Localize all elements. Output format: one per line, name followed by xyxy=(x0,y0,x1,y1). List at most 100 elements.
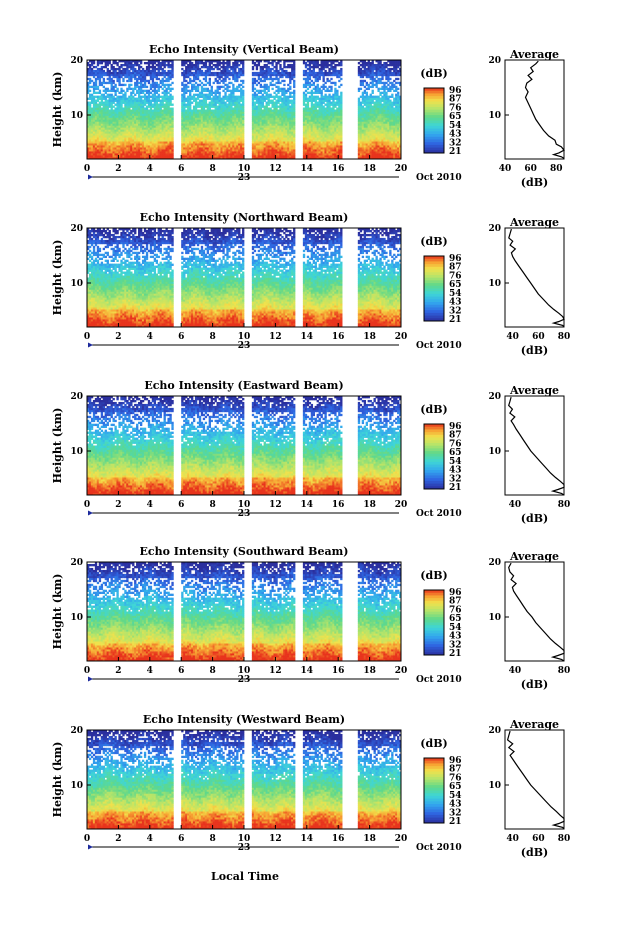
heatmap-cell xyxy=(326,96,328,98)
heatmap-cell xyxy=(207,82,209,84)
heatmap-cell xyxy=(89,90,91,92)
heatmap-cell xyxy=(114,84,116,86)
heatmap-cell xyxy=(154,82,156,84)
heatmap-cell xyxy=(309,92,311,94)
heatmap-cell xyxy=(240,104,242,106)
heatmap-cell xyxy=(201,100,203,102)
heatmap-cell xyxy=(242,90,244,92)
heatmap-cell xyxy=(270,100,272,102)
heatmap-cell xyxy=(162,96,164,98)
heatmap-cell xyxy=(232,62,234,64)
heatmap-cell xyxy=(114,68,116,70)
heatmap-cell xyxy=(136,98,138,100)
heatmap-cell xyxy=(242,80,244,82)
heatmap-cell xyxy=(287,84,289,86)
heatmap-cell xyxy=(232,84,234,86)
heatmap-cell xyxy=(270,108,272,110)
heatmap-cell xyxy=(201,86,203,88)
heatmap-cell xyxy=(279,64,281,66)
heatmap-cell xyxy=(270,94,272,96)
heatmap-cell xyxy=(287,72,289,74)
heatmap-cell xyxy=(122,94,124,96)
heatmap-cell xyxy=(105,72,107,74)
heatmap-cell xyxy=(207,94,209,96)
heatmap-cell xyxy=(319,98,321,100)
heatmap-cell xyxy=(187,86,189,88)
heatmap-cell xyxy=(193,94,195,96)
heatmap-cell xyxy=(144,108,146,110)
heatmap-cell xyxy=(309,96,311,98)
heatmap-cell xyxy=(218,92,220,94)
heatmap-cell xyxy=(330,86,332,88)
heatmap-cell xyxy=(270,62,272,64)
heatmap-cell xyxy=(136,78,138,80)
heatmap-cell xyxy=(279,96,281,98)
heatmap-cell xyxy=(124,84,126,86)
heatmap-cell xyxy=(97,104,99,106)
heatmap-cell xyxy=(154,66,156,68)
x-axis-label: Local Time xyxy=(211,870,279,883)
heatmap-cell xyxy=(254,72,256,74)
heatmap-cell xyxy=(271,88,273,90)
heatmap-cell xyxy=(91,68,93,70)
heatmap-cell xyxy=(97,86,99,88)
heatmap-cell xyxy=(171,108,173,110)
heatmap-cell xyxy=(136,70,138,72)
heatmap-cell xyxy=(283,80,285,82)
heatmap-cell xyxy=(113,80,115,82)
heatmap-cell xyxy=(97,92,99,94)
heatmap-cell xyxy=(201,70,203,72)
heatmap-cell xyxy=(91,86,93,88)
heatmap-cell xyxy=(254,62,256,64)
heatmap-cell xyxy=(114,90,116,92)
heatmap-cell xyxy=(334,102,336,104)
heatmap-cell xyxy=(319,64,321,66)
heatmap-cell xyxy=(122,68,124,70)
heatmap-cell xyxy=(330,78,332,80)
heatmap-cell xyxy=(91,80,93,82)
heatmap-cell xyxy=(105,82,107,84)
heatmap-cell xyxy=(114,98,116,100)
heatmap-cell xyxy=(128,84,130,86)
heatmap-cell xyxy=(222,96,224,98)
heatmap-cell xyxy=(334,64,336,66)
heatmap-cell xyxy=(91,94,93,96)
heatmap-cell xyxy=(97,96,99,98)
heatmap-cell xyxy=(144,62,146,64)
heatmap-cell xyxy=(162,78,164,80)
heatmap-cell xyxy=(293,90,295,92)
heatmap-cell xyxy=(319,68,321,70)
heatmap-cell xyxy=(183,70,185,72)
heatmap-cell xyxy=(334,82,336,84)
heatmap-cell xyxy=(254,92,256,94)
heatmap-cell xyxy=(254,102,256,104)
heatmap-cell xyxy=(240,68,242,70)
heatmap-cell xyxy=(146,86,148,88)
heatmap-cell xyxy=(254,78,256,80)
heatmap-cell xyxy=(122,78,124,80)
heatmap-cell xyxy=(207,88,209,90)
heatmap-cell xyxy=(228,86,230,88)
heatmap-cell xyxy=(287,64,289,66)
heatmap-cell xyxy=(336,90,338,92)
heatmap-cell xyxy=(262,94,264,96)
heatmap-cells xyxy=(87,60,401,159)
heatmap-cell xyxy=(279,82,281,84)
heatmap-cell xyxy=(167,96,169,98)
heatmap-cell xyxy=(240,88,242,90)
heatmap-cell xyxy=(171,88,173,90)
heatmap-cell xyxy=(262,90,264,92)
heatmap-cell xyxy=(193,84,195,86)
heatmap-cell xyxy=(215,64,217,66)
heatmap-cell xyxy=(254,88,256,90)
heatmap-cell xyxy=(319,88,321,90)
heatmap-cell xyxy=(262,66,264,68)
heatmap-cell xyxy=(128,96,130,98)
heatmap-cell xyxy=(193,72,195,74)
heatmap-cell xyxy=(162,68,164,70)
heatmap-cell xyxy=(334,110,336,112)
heatmap-cell xyxy=(283,84,285,86)
heatmap-cell xyxy=(209,78,211,80)
heatmap-cell xyxy=(270,68,272,70)
heatmap-cell xyxy=(116,88,118,90)
